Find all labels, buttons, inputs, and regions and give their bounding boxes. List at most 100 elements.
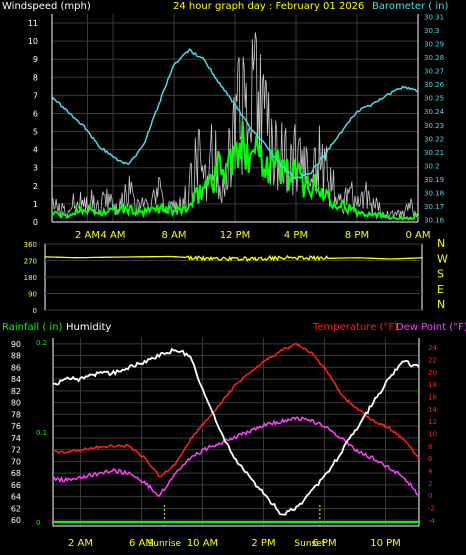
temperature-y-tick: 14: [428, 406, 437, 414]
humidity-y-tick: 78: [11, 410, 21, 419]
temp-x-tick: 6 PM: [312, 538, 336, 549]
rain-y-tick: 0: [36, 519, 40, 527]
direction-y-tick: 90: [28, 291, 37, 299]
humidity-y-tick: 84: [11, 375, 21, 384]
direction-y-tick: 360: [24, 241, 37, 249]
barometer-y-tick: 30.22: [424, 135, 444, 143]
temperature-y-tick: 18: [428, 381, 437, 389]
humidity-y-tick: 74: [11, 434, 21, 443]
humidity-y-tick: 72: [11, 446, 21, 455]
temperature-y-tick: 4: [428, 468, 433, 476]
temperature-y-tick: 0: [428, 492, 432, 500]
temp-x-tick: 6 AM: [129, 538, 154, 549]
barometer-y-tick: 30.25: [424, 95, 444, 103]
temperature-y-tick: 24: [428, 344, 437, 352]
humidity-y-tick: 86: [11, 363, 21, 372]
graph-date-title: 24 hour graph day : February 01 2026: [173, 1, 364, 12]
temperature-y-tick: 22: [428, 357, 437, 365]
humidity-y-tick: 60: [11, 516, 21, 525]
barometer-y-tick: 30.28: [424, 54, 444, 62]
compass-label: W: [437, 252, 448, 265]
temp-x-tick: 10 AM: [187, 538, 218, 549]
wind-y-tick: 6: [33, 109, 38, 118]
wind-x-tick: 0 AM: [405, 230, 430, 241]
wind-x-tick: 8 AM: [161, 230, 186, 241]
barometer-y-tick: 30.26: [424, 81, 445, 89]
rain-y-tick: 0.2: [36, 339, 47, 347]
wind-y-tick: 3: [33, 164, 38, 173]
temperature-y-tick: 6: [428, 455, 433, 463]
compass-label: N: [437, 237, 445, 250]
wind-y-tick: 7: [33, 91, 38, 100]
wind-y-tick: 5: [33, 128, 38, 137]
barometer-title: Barometer ( in): [372, 1, 448, 12]
dewpoint-title: Dew Point (°F): [396, 322, 466, 333]
humidity-y-tick: 80: [11, 399, 21, 408]
humidity-y-tick: 82: [11, 387, 21, 396]
wind-x-tick: 8 PM: [345, 230, 369, 241]
compass-label: S: [437, 268, 444, 281]
humidity-y-tick: 70: [11, 457, 21, 466]
windspeed-title: Windspeed (mph): [2, 1, 91, 12]
temperature-series-line: [52, 342, 420, 478]
barometer-y-tick: 30.23: [424, 122, 444, 130]
temperature-title: Temperature (°F): [312, 322, 398, 333]
temp-x-tick: 2 PM: [251, 538, 275, 549]
barometer-y-tick: 30.24: [424, 108, 445, 116]
barometer-y-tick: 30.18: [424, 189, 444, 197]
wind-x-tick: 2 AM: [75, 230, 100, 241]
barometer-y-tick: 30.27: [424, 68, 444, 76]
wind-y-tick: 2: [33, 182, 38, 191]
humidity-title: Humidity: [66, 322, 111, 333]
temperature-y-tick: 10: [428, 431, 437, 439]
wind-y-tick: 4: [33, 146, 38, 155]
wind-x-tick: 4 AM: [100, 230, 125, 241]
barometer-y-tick: 30.3: [424, 27, 440, 35]
wind-y-tick: 8: [33, 73, 38, 82]
wind-x-tick: 4 PM: [284, 230, 308, 241]
temperature-humidity-panel: 6062646668707274767880828486889000.10.2-…: [11, 338, 437, 549]
compass-label: E: [437, 283, 444, 296]
direction-y-tick: 270: [24, 258, 37, 266]
temperature-y-tick: 8: [428, 443, 432, 451]
temperature-y-tick: 12: [428, 418, 437, 426]
sun-label: Sunset: [294, 539, 325, 549]
barometer-y-tick: 30.16: [424, 216, 445, 224]
barometer-y-tick: 30.31: [424, 14, 444, 22]
barometer-y-tick: 30.21: [424, 149, 444, 157]
windspeed-panel: 0 1 2 3 4 5 6 7 8 9 10 11 2 AM 4 AM 8 AM 12 PM 4 PM 8 PM 0…: [28, 14, 445, 241]
temperature-y-tick: -4: [428, 517, 436, 525]
barometer-y-tick: 30.29: [424, 41, 444, 49]
temperature-y-tick: 2: [428, 480, 432, 488]
humidity-y-tick: 66: [11, 481, 21, 490]
wind-y-tick: 9: [33, 55, 38, 64]
rain-y-tick: 0.1: [36, 429, 47, 437]
barometer-y-tick: 30.2: [424, 162, 440, 170]
windspeed-series-line: [51, 32, 419, 220]
wind-y-tick: 0: [33, 218, 38, 227]
humidity-y-tick: 76: [11, 422, 21, 431]
dewpoint-series-line: [52, 416, 420, 498]
direction-y-tick: 0: [33, 307, 37, 315]
compass-label: N: [437, 298, 445, 311]
wind-x-tick: 12 PM: [220, 230, 251, 241]
barometer-y-tick: 30.19: [424, 176, 444, 184]
wind-average-series-line: [51, 120, 419, 221]
direction-series-line: [44, 254, 422, 262]
humidity-y-tick: 62: [11, 504, 21, 513]
temp-x-tick: 2 AM: [68, 538, 93, 549]
rainfall-title: Rainfall ( in): [2, 322, 63, 333]
temperature-y-tick: 16: [428, 394, 437, 402]
wind-y-tick: 1: [33, 200, 38, 209]
humidity-y-tick: 88: [11, 352, 21, 361]
humidity-series-line: [53, 347, 420, 516]
temp-x-tick: 10 PM: [370, 538, 401, 549]
temperature-y-tick: -2: [428, 505, 435, 513]
direction-y-tick: 180: [24, 274, 37, 282]
barometer-y-tick: 30.17: [424, 203, 444, 211]
humidity-y-tick: 64: [11, 493, 21, 502]
barometer-series-line: [51, 48, 419, 180]
humidity-y-tick: 68: [11, 469, 21, 478]
